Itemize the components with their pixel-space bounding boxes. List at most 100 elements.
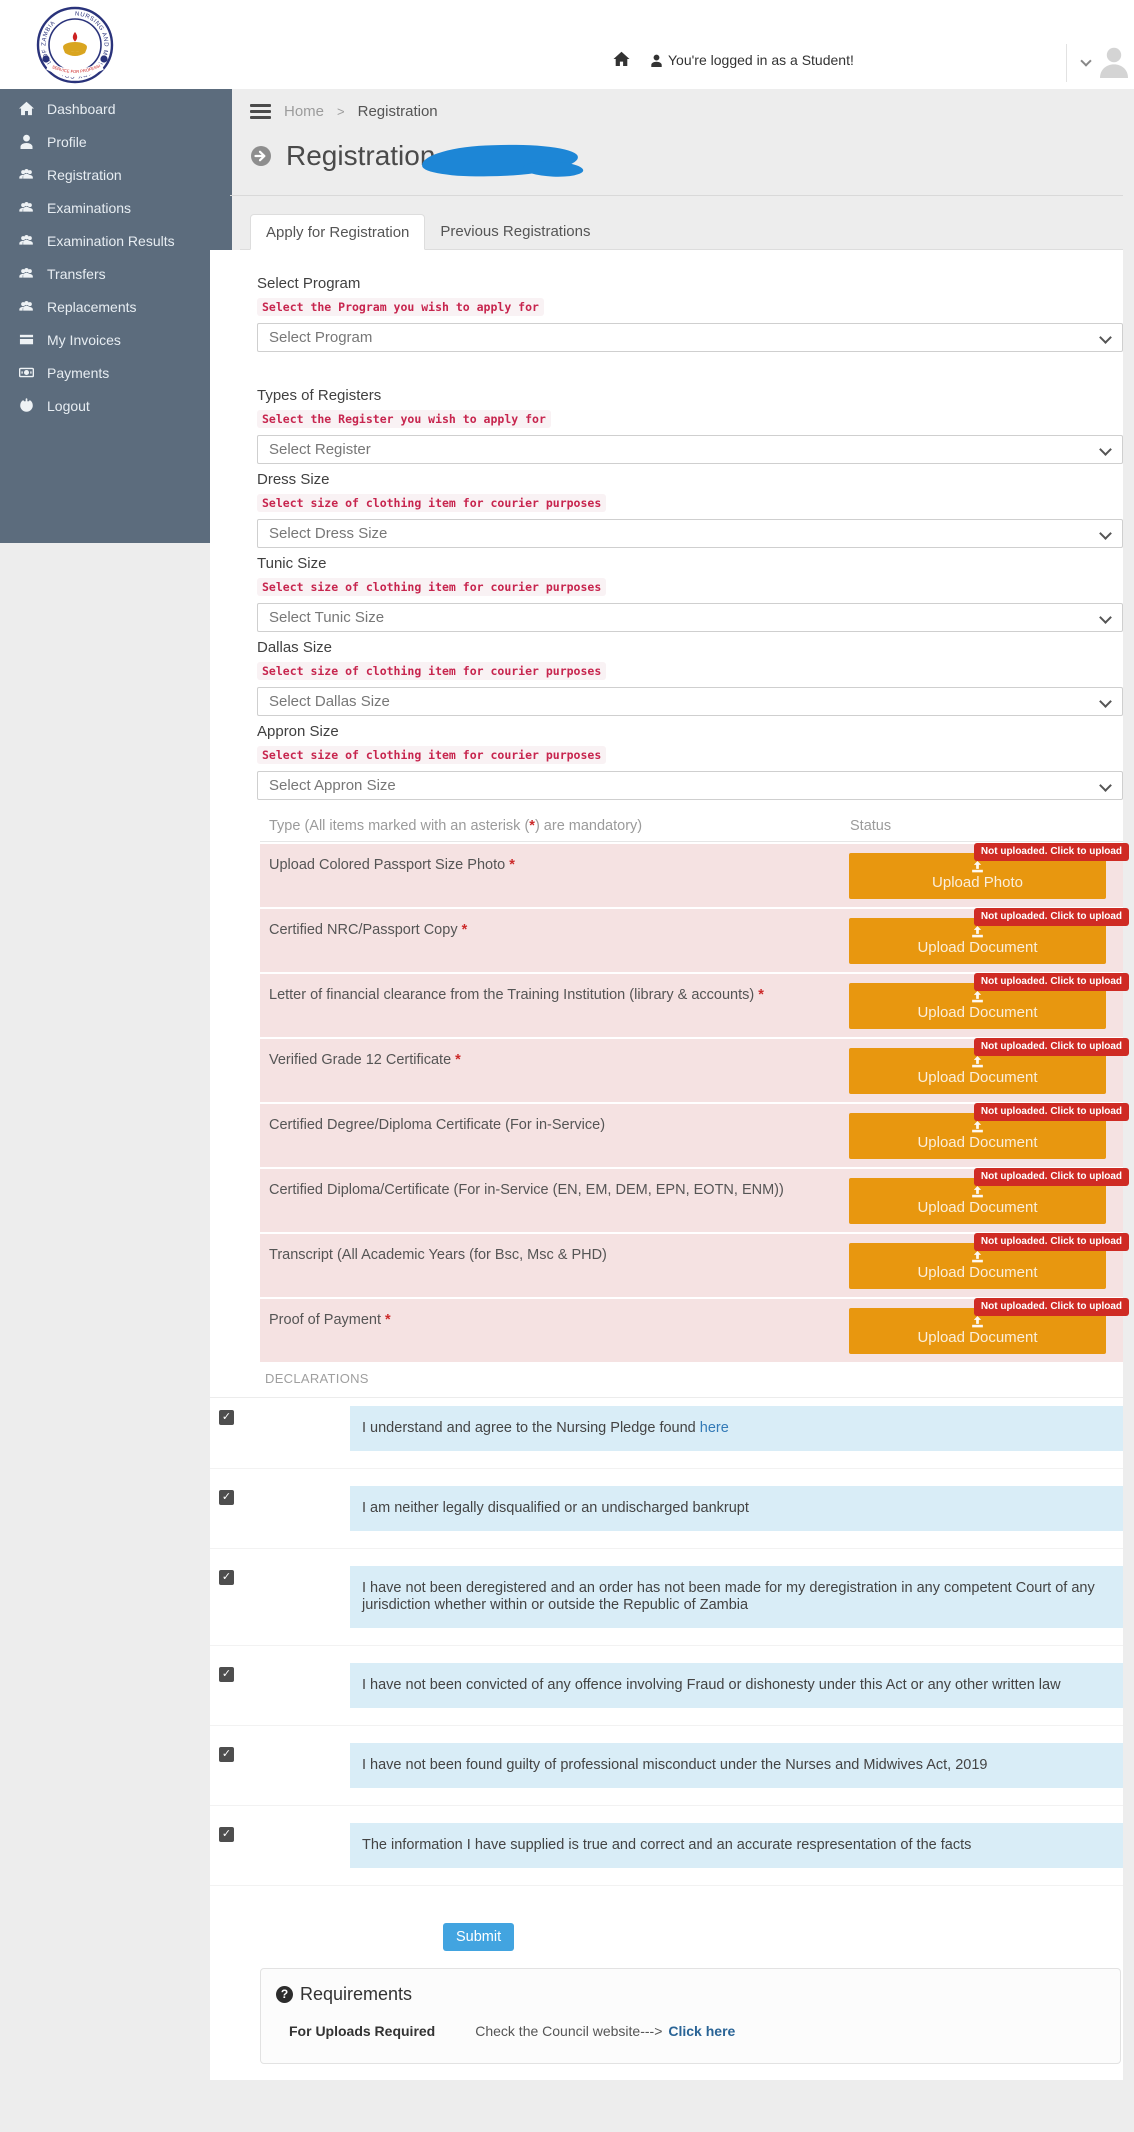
sidebar-item-label: Profile [47, 133, 87, 150]
menu-icon[interactable] [250, 103, 271, 119]
not-uploaded-badge[interactable]: Not uploaded. Click to upload [973, 1038, 1129, 1056]
select-appron-size[interactable]: Select Appron Size [257, 771, 1123, 800]
not-uploaded-badge[interactable]: Not uploaded. Click to upload [973, 1168, 1129, 1186]
page-title: Registration [286, 140, 436, 171]
declaration-text: I have not been convicted of any offence… [350, 1663, 1123, 1708]
field-helper-text: Select size of clothing item for courier… [257, 746, 607, 764]
field-label: Dallas Size [257, 639, 333, 656]
not-uploaded-badge[interactable]: Not uploaded. Click to upload [973, 843, 1129, 861]
select-tunic-size[interactable]: Select Tunic Size [257, 603, 1123, 632]
select-select-program[interactable]: Select Program [257, 323, 1123, 352]
sidebar-item-label: Examinations [47, 199, 132, 216]
required-asterisk: * [505, 857, 515, 873]
type-column-header: Type (All items marked with an asterisk … [269, 818, 643, 834]
sidebar-item-my-invoices[interactable]: My Invoices [0, 323, 232, 356]
user-icon [18, 134, 34, 150]
upload-row: Certified NRC/Passport Copy * Upload Doc… [260, 908, 1129, 972]
requirements-title: Requirements [300, 1984, 413, 2004]
upload-icon [972, 991, 983, 1003]
not-uploaded-badge[interactable]: Not uploaded. Click to upload [973, 1103, 1129, 1121]
not-uploaded-badge[interactable]: Not uploaded. Click to upload [973, 1233, 1129, 1251]
sidebar-item-transfers[interactable]: Transfers [0, 257, 232, 290]
declaration-checkbox[interactable]: ✓ [219, 1667, 234, 1682]
field-helper-text: Select the Register you wish to apply fo… [257, 410, 551, 428]
upload-row: Certified Degree/Diploma Certificate (Fo… [260, 1103, 1129, 1167]
declaration-checkbox[interactable]: ✓ [219, 1570, 234, 1585]
declaration-text: I have not been deregistered and an orde… [350, 1566, 1123, 1628]
declarations-heading: DECLARATIONS [210, 1365, 1123, 1398]
form-group-dress-size: Dress Size Select size of clothing item … [257, 471, 1123, 548]
field-label: Select Program [257, 275, 361, 292]
users-icon [18, 200, 34, 216]
select-dallas-size[interactable]: Select Dallas Size [257, 687, 1123, 716]
field-label: Types of Registers [257, 387, 382, 404]
mandatory-asterisk: * [529, 818, 535, 834]
field-helper-text: Select size of clothing item for courier… [257, 494, 607, 512]
breadcrumb: Home > Registration [250, 100, 438, 122]
declaration-link[interactable]: here [699, 1420, 729, 1436]
tab-bar: Apply for Registration Previous Registra… [240, 214, 1123, 250]
upload-item-label: Certified NRC/Passport Copy * [269, 922, 468, 938]
sidebar-item-profile[interactable]: Profile [0, 125, 232, 158]
declaration-text: I have not been found guilty of professi… [350, 1743, 1123, 1788]
top-header: NURSING AND MIDWIFERY COUNCIL OF ZAMBIA … [0, 0, 1134, 89]
sidebar-item-replacements[interactable]: Replacements [0, 290, 232, 323]
power-icon [18, 398, 34, 414]
form-group-select-program: Select Program Select the Program you wi… [257, 275, 1123, 352]
click-here-link[interactable]: Click here [668, 2023, 736, 2039]
required-asterisk: * [457, 922, 468, 938]
tab-apply-for-registration[interactable]: Apply for Registration [250, 214, 426, 250]
chevron-down-icon[interactable] [1080, 55, 1092, 67]
select-dress-size[interactable]: Select Dress Size [257, 519, 1123, 548]
upload-item-label: Certified Degree/Diploma Certificate (Fo… [269, 1117, 606, 1133]
declaration-checkbox[interactable]: ✓ [219, 1490, 234, 1505]
sidebar-item-dashboard[interactable]: Dashboard [0, 92, 232, 125]
not-uploaded-badge[interactable]: Not uploaded. Click to upload [973, 908, 1129, 926]
sidebar-item-label: Logout [47, 397, 90, 414]
home-icon [18, 101, 34, 117]
upload-document-button[interactable]: Upload Document [849, 918, 1106, 964]
breadcrumb-current: Registration [357, 102, 438, 120]
sidebar-item-examinations[interactable]: Examinations [0, 191, 232, 224]
upload-icon [972, 1056, 983, 1068]
title-row: Registration [250, 140, 435, 172]
breadcrumb-home[interactable]: Home [284, 102, 325, 120]
select-types-of-registers[interactable]: Select Register [257, 435, 1123, 464]
users-icon [18, 233, 34, 249]
sidebar-item-label: Payments [47, 364, 110, 381]
declaration-checkbox[interactable]: ✓ [219, 1747, 234, 1762]
form-group-appron-size: Appron Size Select size of clothing item… [257, 723, 1123, 800]
uploads-table: Type (All items marked with an asterisk … [260, 810, 1129, 1362]
requirements-panel: ? Requirements For Uploads Required Chec… [260, 1968, 1121, 2064]
form-group-types-of-registers: Types of Registers Select the Register y… [257, 387, 1123, 464]
horizontal-rule [230, 195, 1123, 196]
sidebar-item-registration[interactable]: Registration [0, 158, 232, 191]
sidebar-item-examination-results[interactable]: Examination Results [0, 224, 232, 257]
upload-item-label: Verified Grade 12 Certificate * [269, 1052, 461, 1068]
required-asterisk: * [754, 987, 764, 1003]
upload-icon [972, 1251, 983, 1263]
upload-row: Upload Colored Passport Size Photo * Upl… [260, 843, 1129, 907]
avatar[interactable] [1098, 44, 1130, 78]
submit-button[interactable]: Submit [443, 1923, 515, 1951]
not-uploaded-badge[interactable]: Not uploaded. Click to upload [973, 973, 1129, 991]
declaration-text: The information I have supplied is true … [350, 1823, 1123, 1868]
tab-previous-registrations[interactable]: Previous Registrations [440, 223, 591, 240]
upload-row: Verified Grade 12 Certificate * Upload D… [260, 1038, 1129, 1102]
declarations-section: DECLARATIONS ✓ I understand and agree to… [210, 1365, 1123, 1886]
declaration-checkbox[interactable]: ✓ [219, 1410, 234, 1425]
declaration-checkbox[interactable]: ✓ [219, 1827, 234, 1842]
sidebar-item-label: Dashboard [47, 100, 116, 117]
sidebar-item-label: Examination Results [47, 232, 175, 249]
not-uploaded-badge[interactable]: Not uploaded. Click to upload [973, 1298, 1129, 1316]
sidebar-item-label: Registration [47, 166, 122, 183]
home-icon[interactable] [613, 51, 630, 67]
required-asterisk: * [381, 1312, 391, 1328]
upload-item-label: Upload Colored Passport Size Photo * [269, 857, 515, 873]
declaration-row: ✓ I have not been deregistered and an or… [210, 1549, 1123, 1646]
sidebar-item-logout[interactable]: Logout [0, 389, 232, 422]
sidebar-item-payments[interactable]: Payments [0, 356, 232, 389]
arrow-circle-icon [251, 146, 271, 166]
field-label: Appron Size [257, 723, 339, 740]
